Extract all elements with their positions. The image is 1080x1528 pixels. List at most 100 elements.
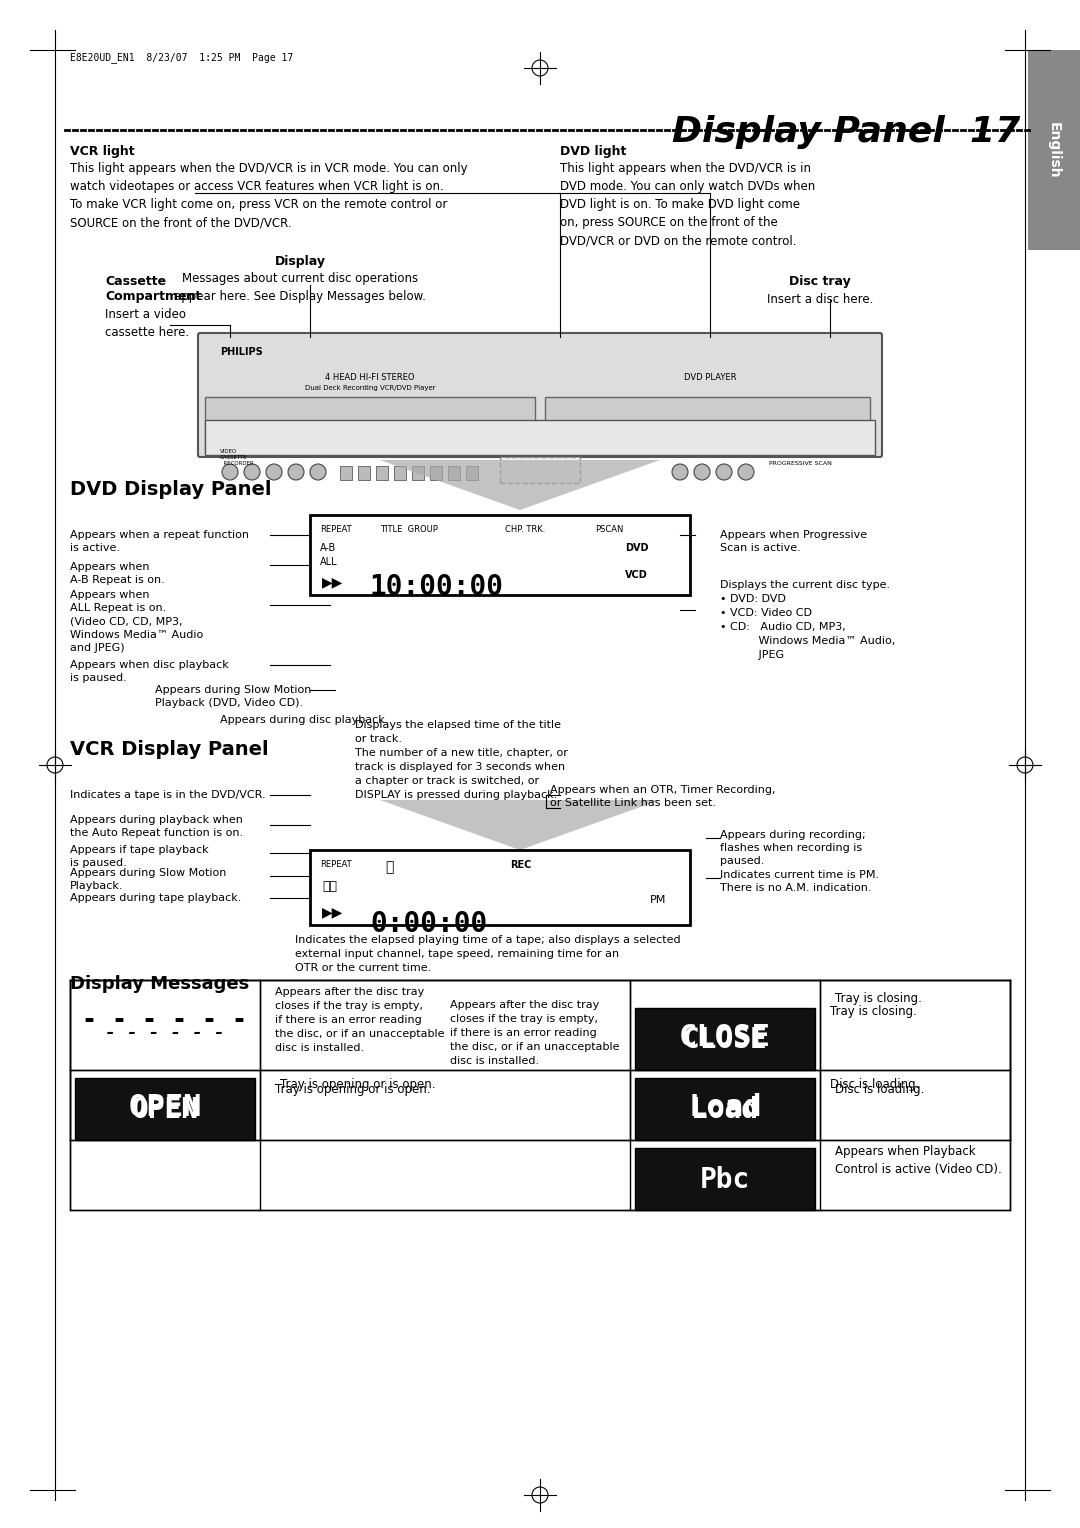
Text: Tray is opening or is open.: Tray is opening or is open.: [275, 1083, 431, 1096]
Text: 10:00:00: 10:00:00: [370, 573, 504, 601]
Text: Indicates the elapsed playing time of a tape; also displays a selected
external : Indicates the elapsed playing time of a …: [295, 935, 680, 973]
Text: ⌛: ⌛: [384, 860, 393, 874]
Polygon shape: [380, 801, 660, 850]
Text: Appears after the disc tray
closes if the tray is empty,
if there is an error re: Appears after the disc tray closes if th…: [275, 987, 445, 1053]
Text: Display Messages: Display Messages: [70, 975, 249, 993]
Text: Appears if tape playback
is paused.: Appears if tape playback is paused.: [70, 845, 208, 868]
Text: Appears during Slow Motion
Playback (DVD, Video CD).: Appears during Slow Motion Playback (DVD…: [156, 685, 311, 707]
Text: DVD PLAYER: DVD PLAYER: [684, 373, 737, 382]
Text: This light appears when the DVD/VCR is in VCR mode. You can only
watch videotape: This light appears when the DVD/VCR is i…: [70, 162, 468, 229]
Bar: [376, 466, 388, 480]
Text: DVD light: DVD light: [561, 145, 626, 157]
Text: Disc is loading.: Disc is loading.: [831, 1077, 919, 1091]
Text: OPEN: OPEN: [132, 1096, 199, 1125]
Circle shape: [222, 465, 238, 480]
Bar: [500, 457, 580, 483]
Text: Appears when
A-B Repeat is on.: Appears when A-B Repeat is on.: [70, 562, 165, 585]
Text: VIDEO
CASSETTE
  RECORDER: VIDEO CASSETTE RECORDER: [220, 449, 254, 466]
Text: Appears during disc playback.: Appears during disc playback.: [220, 715, 389, 724]
Text: Displays the current disc type.
• DVD: DVD
• VCD: Video CD
• CD:   Audio CD, MP3: Displays the current disc type. • DVD: D…: [720, 581, 895, 660]
Bar: [357, 466, 370, 480]
Bar: [75, 1077, 255, 1140]
Text: Indicates current time is PM.
There is no A.M. indication.: Indicates current time is PM. There is n…: [720, 869, 879, 894]
Text: ALL: ALL: [320, 558, 338, 567]
Text: Appears when Playback
Control is active (Video CD).: Appears when Playback Control is active …: [835, 1144, 1002, 1177]
Circle shape: [716, 465, 732, 480]
FancyBboxPatch shape: [1028, 50, 1080, 251]
Text: Pbc: Pbc: [700, 1166, 751, 1193]
Text: Tray is opening or is open.: Tray is opening or is open.: [280, 1077, 435, 1091]
Circle shape: [738, 465, 754, 480]
Text: Appears when
ALL Repeat is on.
(Video CD, CD, MP3,
Windows Media™ Audio
and JPEG: Appears when ALL Repeat is on. (Video CD…: [70, 590, 203, 652]
Text: Appears during tape playback.: Appears during tape playback.: [70, 892, 241, 903]
Text: Appears when Progressive
Scan is active.: Appears when Progressive Scan is active.: [720, 530, 867, 553]
Bar: [448, 466, 460, 480]
Bar: [70, 979, 1010, 1210]
Bar: [545, 397, 870, 452]
Text: Appears when an OTR, Timer Recording,
or Satellite Link has been set.: Appears when an OTR, Timer Recording, or…: [550, 785, 775, 808]
Circle shape: [244, 465, 260, 480]
Text: VCD: VCD: [625, 570, 648, 581]
Bar: [394, 466, 406, 480]
Text: REPEAT: REPEAT: [320, 860, 352, 869]
Bar: [310, 515, 690, 594]
Text: Insert a disc here.: Insert a disc here.: [767, 293, 874, 306]
Text: OPEN: OPEN: [129, 1094, 202, 1123]
Text: Displays the elapsed time of the title
or track.
The number of a new title, chap: Displays the elapsed time of the title o…: [355, 720, 568, 801]
Text: - - - - - -: - - - - - -: [105, 1024, 225, 1042]
Text: This light appears when the DVD/VCR is in
DVD mode. You can only watch DVDs when: This light appears when the DVD/VCR is i…: [561, 162, 815, 248]
Text: Appears when disc playback
is paused.: Appears when disc playback is paused.: [70, 660, 229, 683]
Text: CHP. TRK.: CHP. TRK.: [505, 526, 545, 533]
Text: ⧖⧖: ⧖⧖: [322, 880, 337, 892]
Bar: [411, 466, 424, 480]
Text: DVD: DVD: [625, 542, 648, 553]
Bar: [635, 1077, 815, 1140]
Text: PSCAN: PSCAN: [595, 526, 623, 533]
Text: VCR Display Panel: VCR Display Panel: [70, 740, 269, 759]
Text: Appears during Slow Motion
Playback.: Appears during Slow Motion Playback.: [70, 868, 227, 891]
Text: REC: REC: [510, 860, 531, 869]
Text: TITLE  GROUP: TITLE GROUP: [380, 526, 437, 533]
Text: 4 HEAD HI-FI STEREO: 4 HEAD HI-FI STEREO: [325, 373, 415, 382]
Text: Tray is closing.: Tray is closing.: [831, 1005, 917, 1018]
Text: 0:00:00: 0:00:00: [370, 911, 487, 938]
Bar: [310, 850, 690, 924]
Text: Appears during playback when
the Auto Repeat function is on.: Appears during playback when the Auto Re…: [70, 814, 243, 839]
Text: English: English: [1047, 122, 1061, 179]
Bar: [205, 397, 535, 452]
Text: Appears during recording;
flashes when recording is
paused.: Appears during recording; flashes when r…: [720, 830, 866, 866]
Text: Appears when a repeat function
is active.: Appears when a repeat function is active…: [70, 530, 249, 553]
Bar: [635, 1008, 815, 1070]
Text: PROGRESSIVE SCAN: PROGRESSIVE SCAN: [769, 461, 832, 466]
Circle shape: [310, 465, 326, 480]
Text: Dual Deck Recording VCR/DVD Player: Dual Deck Recording VCR/DVD Player: [305, 385, 435, 391]
Text: Display: Display: [274, 255, 325, 267]
Text: CLOSE: CLOSE: [679, 1024, 771, 1053]
Text: PHILIPS: PHILIPS: [220, 347, 262, 358]
Text: E8E20UD_EN1  8/23/07  1:25 PM  Page 17: E8E20UD_EN1 8/23/07 1:25 PM Page 17: [70, 52, 294, 63]
Bar: [205, 420, 875, 455]
Text: Appears after the disc tray
closes if the tray is empty,
if there is an error re: Appears after the disc tray closes if th…: [450, 999, 620, 1067]
Text: Insert a video
cassette here.: Insert a video cassette here.: [105, 309, 189, 339]
Text: A-B: A-B: [320, 542, 336, 553]
Polygon shape: [380, 460, 660, 510]
Text: VCR light: VCR light: [70, 145, 135, 157]
Circle shape: [288, 465, 303, 480]
Bar: [340, 466, 352, 480]
Text: Tray is closing.: Tray is closing.: [835, 992, 922, 1005]
Bar: [430, 466, 442, 480]
Text: Indicates a tape is in the DVD/VCR.: Indicates a tape is in the DVD/VCR.: [70, 790, 266, 801]
Text: Load: Load: [691, 1096, 758, 1125]
Text: CLOSE: CLOSE: [684, 1025, 767, 1054]
Circle shape: [694, 465, 710, 480]
Text: - - - - - -: - - - - - -: [82, 1008, 247, 1031]
Text: Messages about current disc operations
appear here. See Display Messages below.: Messages about current disc operations a…: [174, 272, 426, 303]
Circle shape: [266, 465, 282, 480]
Text: Display Panel  17: Display Panel 17: [672, 115, 1020, 150]
Bar: [635, 1148, 815, 1210]
Text: Disc is loading.: Disc is loading.: [835, 1083, 924, 1096]
Circle shape: [672, 465, 688, 480]
Text: Load: Load: [688, 1094, 761, 1123]
Text: Disc tray: Disc tray: [789, 275, 851, 287]
Text: PM: PM: [650, 895, 666, 905]
